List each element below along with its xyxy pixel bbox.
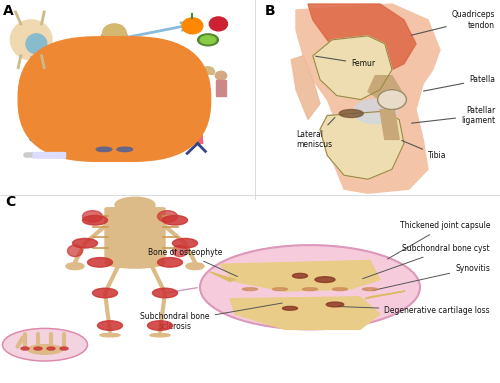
Ellipse shape bbox=[200, 36, 216, 44]
Text: Tibia: Tibia bbox=[402, 141, 446, 160]
Ellipse shape bbox=[150, 333, 170, 337]
Circle shape bbox=[186, 263, 204, 270]
Ellipse shape bbox=[272, 288, 287, 291]
Ellipse shape bbox=[105, 257, 165, 268]
Polygon shape bbox=[368, 76, 404, 103]
FancyBboxPatch shape bbox=[105, 208, 165, 260]
Ellipse shape bbox=[117, 147, 132, 152]
Polygon shape bbox=[83, 60, 96, 92]
Text: C: C bbox=[5, 195, 15, 210]
Text: Patella: Patella bbox=[424, 75, 495, 91]
Text: Lateral
meniscus: Lateral meniscus bbox=[296, 118, 335, 149]
Ellipse shape bbox=[172, 245, 188, 257]
Ellipse shape bbox=[198, 34, 218, 46]
Polygon shape bbox=[210, 272, 235, 282]
Circle shape bbox=[148, 321, 172, 330]
FancyBboxPatch shape bbox=[34, 119, 52, 141]
Circle shape bbox=[66, 263, 84, 270]
Ellipse shape bbox=[292, 273, 308, 278]
Circle shape bbox=[82, 215, 108, 225]
Ellipse shape bbox=[339, 110, 363, 118]
Circle shape bbox=[72, 238, 98, 248]
Text: Subchondral bone cyst: Subchondral bone cyst bbox=[362, 244, 490, 279]
Circle shape bbox=[98, 321, 122, 330]
Ellipse shape bbox=[30, 138, 38, 141]
Polygon shape bbox=[313, 36, 392, 100]
Ellipse shape bbox=[82, 211, 102, 222]
Text: Subchondral bone
sclerosis: Subchondral bone sclerosis bbox=[140, 303, 282, 331]
Circle shape bbox=[162, 215, 188, 225]
Text: Thickened joint capsule: Thickened joint capsule bbox=[388, 221, 490, 259]
Ellipse shape bbox=[28, 345, 62, 354]
Text: Degenerative cartilage loss: Degenerative cartilage loss bbox=[338, 306, 490, 315]
Text: A: A bbox=[2, 4, 14, 18]
Circle shape bbox=[21, 347, 29, 350]
Circle shape bbox=[182, 18, 203, 34]
Ellipse shape bbox=[158, 211, 178, 222]
Ellipse shape bbox=[362, 288, 378, 291]
Circle shape bbox=[202, 67, 214, 77]
Ellipse shape bbox=[100, 333, 120, 337]
Ellipse shape bbox=[354, 100, 397, 123]
Circle shape bbox=[152, 288, 178, 298]
Circle shape bbox=[88, 257, 112, 267]
Circle shape bbox=[158, 257, 182, 267]
Polygon shape bbox=[308, 4, 416, 76]
Circle shape bbox=[92, 288, 118, 298]
Polygon shape bbox=[365, 291, 405, 299]
Ellipse shape bbox=[40, 138, 48, 141]
Polygon shape bbox=[291, 56, 320, 119]
Circle shape bbox=[100, 29, 128, 51]
Ellipse shape bbox=[50, 138, 58, 141]
Polygon shape bbox=[296, 4, 440, 193]
Circle shape bbox=[200, 245, 420, 329]
Polygon shape bbox=[220, 260, 380, 291]
Polygon shape bbox=[380, 110, 399, 139]
Ellipse shape bbox=[68, 245, 82, 257]
Polygon shape bbox=[96, 52, 132, 100]
Circle shape bbox=[216, 71, 226, 80]
Circle shape bbox=[102, 24, 126, 42]
Polygon shape bbox=[116, 101, 132, 147]
Ellipse shape bbox=[26, 34, 47, 54]
Ellipse shape bbox=[332, 288, 347, 291]
FancyBboxPatch shape bbox=[34, 152, 66, 158]
Ellipse shape bbox=[326, 302, 344, 307]
Ellipse shape bbox=[315, 277, 335, 283]
Polygon shape bbox=[320, 111, 404, 179]
Polygon shape bbox=[216, 80, 226, 96]
FancyBboxPatch shape bbox=[18, 37, 210, 161]
Circle shape bbox=[60, 347, 68, 350]
Text: Femur: Femur bbox=[316, 56, 376, 68]
Ellipse shape bbox=[302, 288, 318, 291]
Circle shape bbox=[192, 121, 203, 130]
Circle shape bbox=[115, 197, 155, 213]
Text: Synovitis: Synovitis bbox=[372, 264, 490, 290]
Text: Quadriceps
tendon: Quadriceps tendon bbox=[412, 10, 495, 35]
Circle shape bbox=[210, 17, 228, 31]
Polygon shape bbox=[230, 297, 380, 329]
Polygon shape bbox=[192, 129, 203, 143]
Text: Patellar
ligament: Patellar ligament bbox=[412, 106, 495, 125]
Circle shape bbox=[47, 347, 55, 350]
Text: Bone of osteophyte: Bone of osteophyte bbox=[148, 248, 238, 277]
Ellipse shape bbox=[282, 306, 298, 310]
Ellipse shape bbox=[96, 147, 112, 152]
Polygon shape bbox=[132, 60, 145, 92]
Circle shape bbox=[172, 238, 198, 248]
Ellipse shape bbox=[242, 288, 258, 291]
Ellipse shape bbox=[10, 20, 52, 60]
Polygon shape bbox=[96, 101, 113, 147]
Text: B: B bbox=[265, 4, 276, 18]
FancyBboxPatch shape bbox=[44, 113, 65, 137]
Ellipse shape bbox=[378, 90, 406, 110]
Circle shape bbox=[2, 328, 87, 361]
Polygon shape bbox=[202, 76, 214, 96]
Circle shape bbox=[34, 347, 42, 350]
